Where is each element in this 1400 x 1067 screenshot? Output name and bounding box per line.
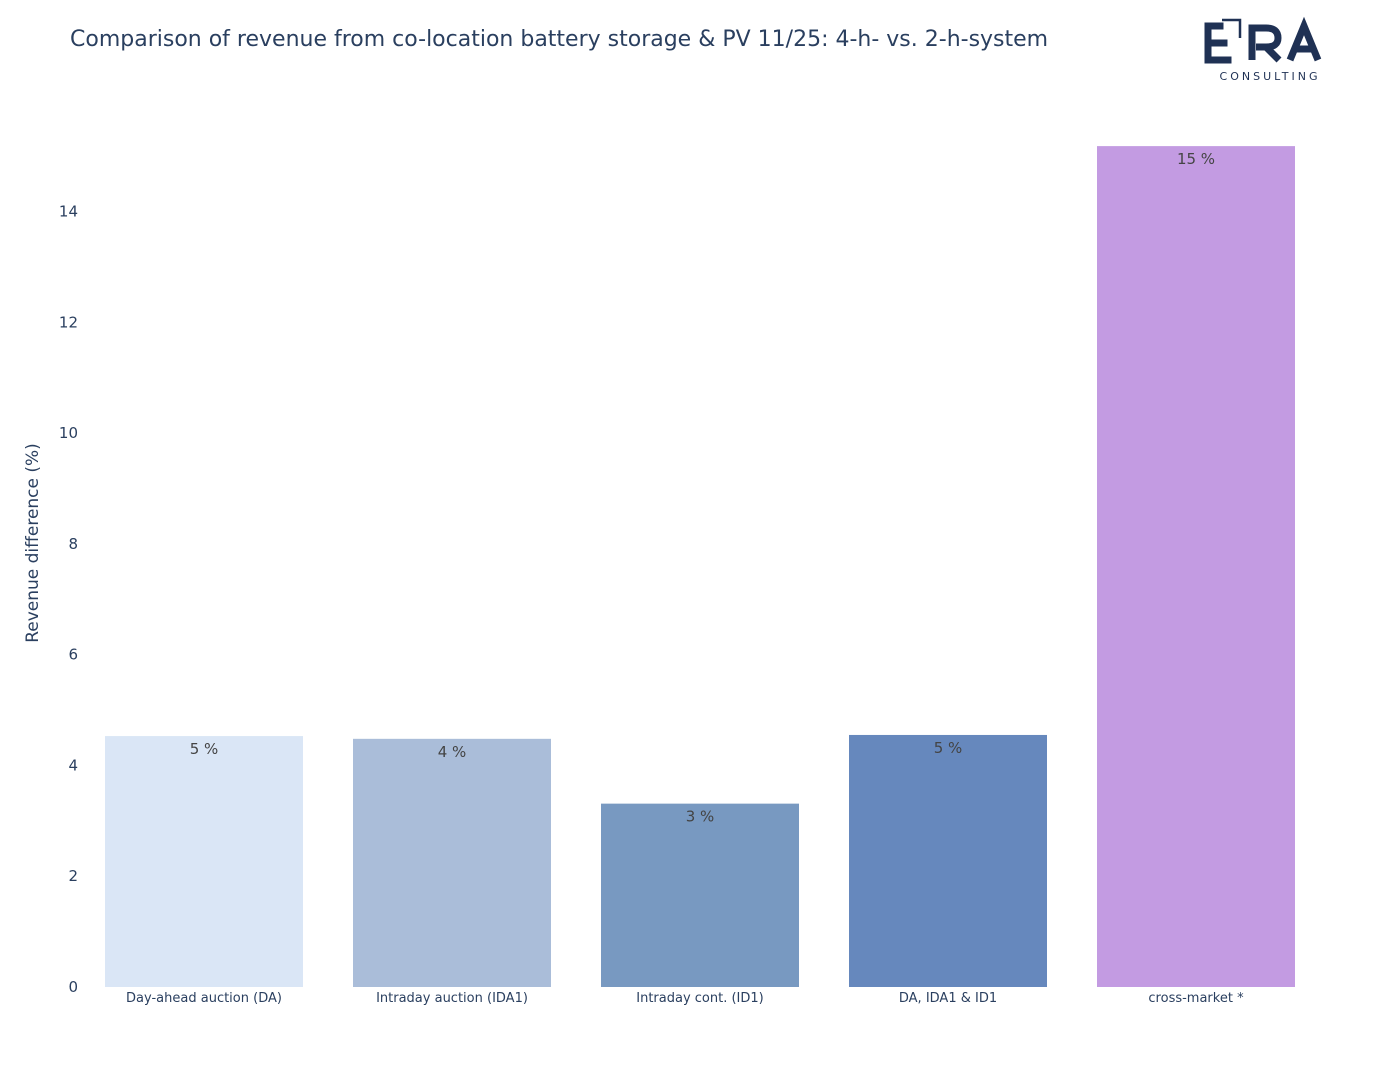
- logo-subtitle: CONSULTING: [1220, 70, 1321, 83]
- bar: [601, 803, 799, 987]
- y-tick-label: 2: [68, 867, 78, 885]
- x-tick-label: Intraday cont. (ID1): [636, 991, 764, 1006]
- bar: [849, 734, 1047, 987]
- y-axis: 0 2 4 6 8 10 12 14: [59, 202, 78, 996]
- bar-data-label: 15 %: [1177, 150, 1215, 168]
- x-tick-label: Day-ahead auction (DA): [126, 991, 282, 1006]
- x-axis: Day-ahead auction (DA) Intraday auction (…: [126, 991, 1244, 1006]
- y-tick-label: 14: [59, 202, 78, 220]
- y-axis-title: Revenue difference (%): [23, 443, 43, 643]
- bar-data-label: 5 %: [934, 739, 963, 757]
- bar: [105, 736, 303, 987]
- bar-data-label: 4 %: [438, 743, 467, 761]
- y-tick-label: 8: [68, 535, 78, 553]
- y-tick-label: 4: [68, 756, 78, 774]
- y-tick-label: 12: [59, 313, 78, 331]
- x-tick-label: Intraday auction (IDA1): [376, 991, 528, 1006]
- bar: [353, 738, 551, 987]
- y-tick-label: 10: [59, 424, 78, 442]
- chart-title: Comparison of revenue from co-location b…: [70, 27, 1049, 52]
- data-labels: 5 % 4 % 3 % 5 % 15 %: [190, 150, 1215, 826]
- y-tick-label: 0: [68, 978, 78, 996]
- bar-data-label: 3 %: [686, 808, 715, 826]
- x-tick-label: cross-market *: [1148, 991, 1244, 1006]
- logo-wordmark: [1204, 16, 1322, 64]
- y-tick-label: 6: [68, 646, 78, 664]
- era-consulting-logo: CONSULTING: [1204, 16, 1322, 83]
- bar: [1097, 146, 1295, 987]
- x-tick-label: DA, IDA1 & ID1: [899, 991, 997, 1006]
- bar-data-label: 5 %: [190, 740, 219, 758]
- bars: [105, 146, 1295, 987]
